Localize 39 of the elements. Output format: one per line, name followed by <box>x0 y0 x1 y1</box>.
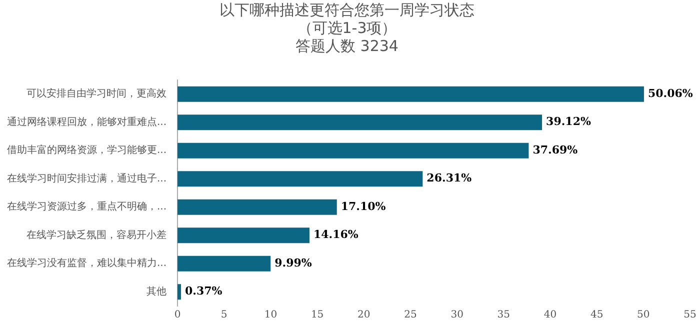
y-tick-label: 在线学习没有监督，难以集中精力... <box>6 257 167 270</box>
bar <box>178 86 644 102</box>
bar <box>178 284 181 300</box>
bar <box>178 171 423 187</box>
y-tick-label: 在线学习时间安排过满，通过电子... <box>6 172 167 184</box>
data-label: 0.37% <box>184 284 223 298</box>
chart-subtitle: （可选1-3项） <box>297 18 397 37</box>
chart-title: 以下哪种描述更符合您第一周学习状态 <box>220 0 474 19</box>
y-tick-label: 在线学习资源过多，重点不明确，... <box>6 200 167 213</box>
x-tick-label: 35 <box>497 310 510 321</box>
x-tick-label: 15 <box>310 310 324 321</box>
x-tick-label: 30 <box>450 310 464 321</box>
x-tick-label: 25 <box>404 310 417 321</box>
bar <box>178 142 529 158</box>
bar <box>178 199 337 215</box>
bar <box>178 256 271 272</box>
data-label: 39.12% <box>546 115 592 128</box>
data-label: 37.69% <box>532 143 578 156</box>
data-label: 26.31% <box>426 172 472 185</box>
x-tick-label: 10 <box>264 310 278 321</box>
x-tick-label: 55 <box>684 310 696 321</box>
data-label: 9.99% <box>274 256 312 270</box>
x-tick-label: 0 <box>174 310 181 321</box>
data-label: 14.16% <box>313 228 359 242</box>
x-tick-label: 50 <box>637 310 650 321</box>
x-tick-label: 40 <box>544 310 557 321</box>
data-label: 17.10% <box>340 200 386 213</box>
y-tick-label: 在线学习缺乏氛围，容易开小差 <box>26 228 167 241</box>
x-tick-label: 45 <box>590 310 604 321</box>
data-label: 50.06% <box>648 86 694 100</box>
text: 答题人数 3234 <box>296 36 398 55</box>
bar <box>178 228 310 244</box>
bar <box>178 114 542 130</box>
x-tick-label: 5 <box>220 310 228 321</box>
y-tick-label: 可以安排自由学习时间，更高效 <box>26 88 167 100</box>
y-tick-label: 借助丰富的网络资源，学习能够更... <box>6 144 167 156</box>
x-tick-label: 20 <box>358 310 370 321</box>
y-tick-label: 其他 <box>146 285 167 298</box>
y-tick-label: 通过网络课程回放，能够对重难点... <box>6 116 167 128</box>
